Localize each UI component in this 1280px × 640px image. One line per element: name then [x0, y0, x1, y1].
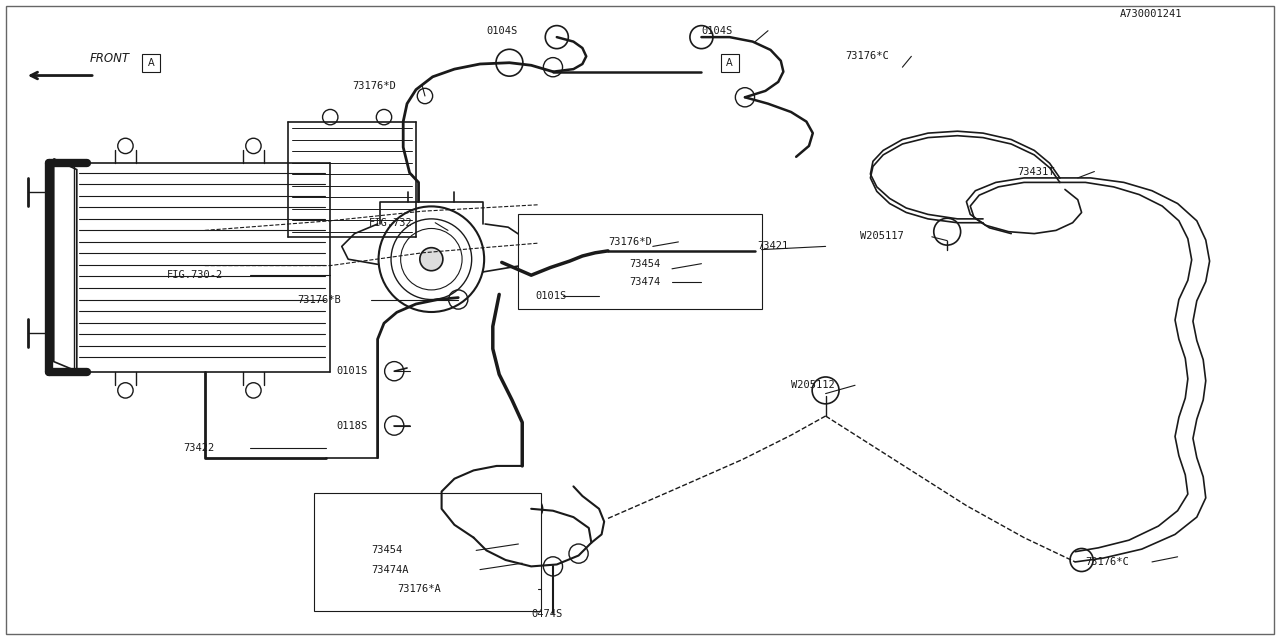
Text: FIG.730-2: FIG.730-2 [166, 270, 223, 280]
Text: 73474: 73474 [630, 276, 660, 287]
Polygon shape [54, 159, 77, 371]
Text: W205112: W205112 [791, 380, 835, 390]
Text: FRONT: FRONT [90, 52, 131, 65]
Text: 0101S: 0101S [337, 366, 367, 376]
Bar [518, 214, 762, 309]
Text: 73176*C: 73176*C [845, 51, 888, 61]
Bar [314, 493, 541, 611]
Text: A: A [147, 58, 155, 68]
Text: A730001241: A730001241 [1120, 9, 1183, 19]
Text: 73431T: 73431T [1018, 166, 1055, 177]
Text: FIG.732: FIG.732 [369, 218, 412, 228]
Text: 73176*B: 73176*B [297, 294, 340, 305]
Circle shape [420, 248, 443, 271]
Bar [142, 54, 160, 72]
Text: 73421: 73421 [758, 241, 788, 252]
Text: A: A [726, 58, 733, 68]
Bar [721, 54, 739, 72]
Text: 73474A: 73474A [371, 564, 408, 575]
Text: W205117: W205117 [860, 230, 904, 241]
Text: 73176*C: 73176*C [1085, 557, 1129, 567]
Text: 73422: 73422 [183, 443, 214, 453]
Text: 73454: 73454 [630, 259, 660, 269]
Text: 0101S: 0101S [535, 291, 566, 301]
Text: 73454: 73454 [371, 545, 402, 556]
Text: 73176*D: 73176*D [352, 81, 396, 92]
Text: 0474S: 0474S [531, 609, 562, 620]
Text: 73176*D: 73176*D [608, 237, 652, 247]
Text: 0104S: 0104S [486, 26, 517, 36]
Text: 0118S: 0118S [337, 420, 367, 431]
Text: 73176*A: 73176*A [397, 584, 440, 594]
Text: 0104S: 0104S [701, 26, 732, 36]
